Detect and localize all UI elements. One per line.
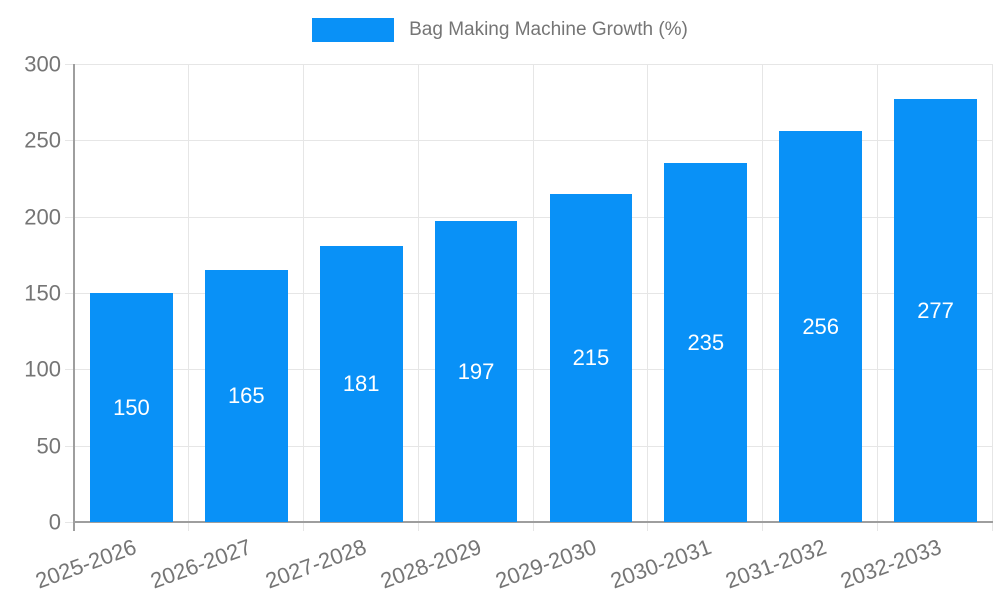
x-axis-tick [877, 522, 879, 531]
bar: 150 [90, 293, 173, 522]
bar: 197 [434, 221, 518, 522]
x-axis-tick [302, 522, 304, 531]
y-tick-label: 200 [24, 204, 61, 230]
v-gridline [302, 64, 304, 522]
chart-legend[interactable]: Bag Making Machine Growth (%) [0, 18, 1000, 42]
x-axis-tick [647, 522, 649, 531]
bar-value-label: 197 [457, 358, 495, 384]
h-gridline [74, 445, 993, 447]
y-axis-tick [65, 293, 74, 294]
y-tick-label: 50 [36, 433, 61, 459]
y-axis-line [73, 64, 75, 531]
bar-value-label: 215 [572, 344, 610, 370]
legend-swatch [312, 18, 395, 42]
v-gridline [877, 64, 879, 522]
bar: 277 [894, 99, 977, 522]
y-tick-label: 250 [24, 127, 61, 153]
v-gridline [762, 64, 764, 522]
bar-value-label: 256 [802, 313, 840, 339]
bar: 256 [779, 131, 863, 522]
bar-value-label: 181 [342, 370, 380, 396]
bar: 215 [549, 193, 633, 522]
y-axis-tick [65, 445, 74, 447]
y-axis-tick [65, 369, 74, 371]
legend-label: Bag Making Machine Growth (%) [409, 19, 688, 40]
y-tick-label: 300 [24, 51, 61, 77]
y-axis-tick [65, 140, 74, 142]
bar-value-label: 235 [687, 329, 725, 355]
v-gridline [532, 64, 534, 522]
x-axis-line [74, 521, 993, 523]
h-gridline [74, 293, 993, 294]
bar-value-label: 150 [113, 394, 150, 420]
h-gridline [74, 140, 993, 142]
y-tick-label: 150 [24, 280, 61, 306]
v-gridline [992, 64, 993, 522]
h-gridline [74, 64, 993, 65]
v-gridline [417, 64, 419, 522]
bar-value-label: 277 [917, 297, 954, 323]
x-axis-tick [532, 522, 534, 531]
h-gridline [74, 369, 993, 371]
x-axis-tick [187, 522, 189, 531]
y-axis-tick [65, 522, 74, 523]
bar: 235 [664, 163, 748, 522]
bar: 165 [204, 270, 288, 522]
v-gridline [187, 64, 189, 522]
x-axis-tick [992, 522, 993, 531]
plot-area: 0 50 100 150 200 250 300 150 165 181 197 215 235 256 2… [24, 52, 993, 593]
h-gridline [74, 216, 993, 218]
x-axis-tick [762, 522, 764, 531]
y-axis-tick [65, 216, 74, 218]
bar-value-label: 165 [227, 383, 265, 409]
bar: 181 [319, 245, 403, 522]
v-gridline [647, 64, 649, 522]
y-axis-tick [65, 64, 74, 65]
x-axis-tick [417, 522, 419, 531]
y-tick-label: 0 [48, 509, 61, 535]
y-tick-label: 100 [24, 356, 61, 382]
